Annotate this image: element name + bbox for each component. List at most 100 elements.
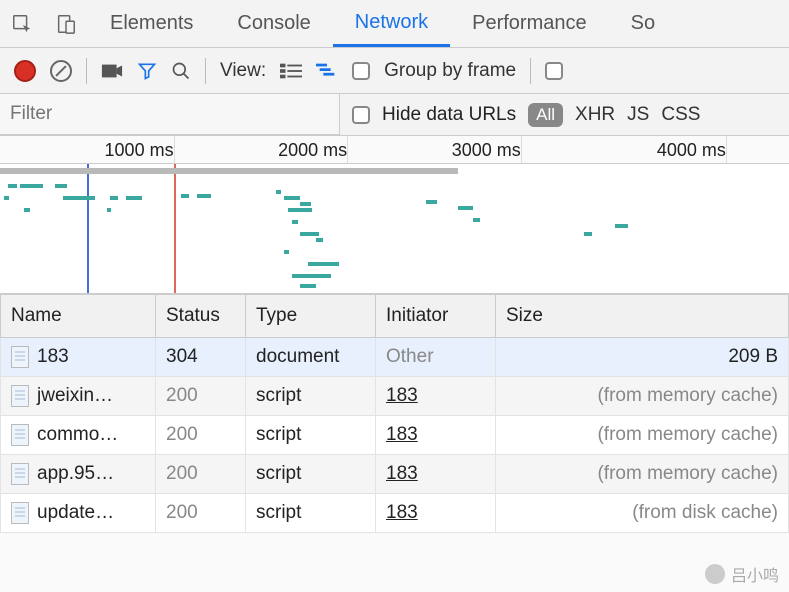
ruler-tick: 2000 ms (278, 140, 347, 161)
overview-segment (300, 284, 316, 288)
cell-status: 200 (156, 416, 246, 455)
tab-elements[interactable]: Elements (88, 0, 215, 47)
ruler-tick: 1000 ms (105, 140, 174, 161)
divider (530, 58, 531, 84)
watermark: 吕小鸣 (705, 562, 779, 586)
overview-segment (284, 250, 289, 254)
tab-sources[interactable]: So (609, 0, 677, 47)
column-header[interactable]: Initiator (376, 295, 496, 338)
waterfall-view-icon[interactable] (316, 63, 338, 79)
cell-size: (from memory cache) (496, 455, 789, 494)
tab-console[interactable]: Console (215, 0, 332, 47)
cell-status: 200 (156, 494, 246, 533)
hide-data-urls-checkbox[interactable] (352, 106, 370, 124)
overview-segment (316, 238, 324, 242)
filter-type-css[interactable]: CSS (661, 104, 700, 126)
overview-segment (107, 208, 112, 212)
overview-segment (197, 194, 211, 198)
tab-performance[interactable]: Performance (450, 0, 609, 47)
table-row[interactable]: jweixin…200script 183 (from memory cache) (1, 377, 789, 416)
cell-type: script (246, 494, 376, 533)
cell-name: commo… (1, 416, 156, 455)
cell-type: document (246, 338, 376, 377)
file-icon (11, 463, 29, 485)
record-button[interactable] (14, 60, 36, 82)
cell-initiator: Other (376, 338, 496, 377)
table-row[interactable]: 183304documentOther209 B (1, 338, 789, 377)
watermark-icon (705, 564, 725, 584)
overview-segment (300, 232, 319, 236)
cell-status: 200 (156, 455, 246, 494)
network-overview[interactable] (0, 164, 789, 294)
overview-segment (615, 224, 628, 228)
filter-type-js[interactable]: JS (627, 104, 649, 126)
cell-name: jweixin… (1, 377, 156, 416)
overview-marker (87, 164, 89, 293)
overview-segment (110, 196, 118, 200)
ruler-tick: 4000 ms (657, 140, 726, 161)
hide-data-urls-label: Hide data URLs (382, 104, 516, 126)
watermark-text: 吕小鸣 (731, 562, 779, 586)
filter-icon[interactable] (137, 61, 157, 81)
overview-segment (308, 262, 340, 266)
table-row[interactable]: commo…200script183(from memory cache) (1, 416, 789, 455)
cell-size: (from memory cache) (496, 377, 789, 416)
filter-all-pill[interactable]: All (528, 103, 563, 127)
overview-segment (300, 202, 311, 206)
cell-status: 200 (156, 377, 246, 416)
cell-size: 209 B (496, 338, 789, 377)
requests-table: NameStatusTypeInitiatorSize 183304docume… (0, 294, 789, 533)
cell-type: script (246, 455, 376, 494)
initiator-link[interactable]: 183 (386, 463, 418, 484)
overview-range (0, 168, 458, 174)
table-row[interactable]: update…200script183(from disk cache) (1, 494, 789, 533)
overview-segment (126, 196, 142, 200)
list-view-icon[interactable] (280, 63, 302, 79)
overview-segment (8, 184, 17, 188)
overview-marker (174, 164, 176, 293)
screenshot-icon[interactable] (101, 63, 123, 79)
file-icon (11, 385, 29, 407)
divider (86, 58, 87, 84)
view-label: View: (220, 60, 266, 82)
file-icon (11, 424, 29, 446)
group-by-frame-checkbox[interactable] (352, 62, 370, 80)
overview-segment (63, 196, 95, 200)
tab-network[interactable]: Network (333, 0, 450, 47)
filter-type-xhr[interactable]: XHR (575, 104, 615, 126)
cell-type: script (246, 377, 376, 416)
cell-initiator: 183 (376, 494, 496, 533)
file-icon (11, 346, 29, 368)
overview-segment (4, 196, 9, 200)
column-header[interactable]: Name (1, 295, 156, 338)
timeline-ruler[interactable]: 1000 ms2000 ms3000 ms4000 ms (0, 136, 789, 164)
overview-segment (292, 220, 298, 224)
divider (205, 58, 206, 84)
overview-segment (24, 208, 30, 212)
initiator-link[interactable]: 183 (386, 502, 418, 523)
initiator-link[interactable]: 183 (386, 385, 418, 406)
clear-button[interactable] (50, 60, 72, 82)
checkbox[interactable] (545, 62, 563, 80)
table-row[interactable]: app.95…200script 183 (from memory cache) (1, 455, 789, 494)
overview-segment (55, 184, 67, 188)
cell-initiator: 183 (376, 416, 496, 455)
overview-segment (292, 274, 331, 278)
cell-status: 304 (156, 338, 246, 377)
inspect-element-icon[interactable] (0, 13, 44, 35)
column-header[interactable]: Status (156, 295, 246, 338)
initiator-link[interactable]: 183 (386, 424, 418, 445)
column-header[interactable]: Size (496, 295, 789, 338)
filter-bar: Hide data URLs All XHR JS CSS (0, 94, 789, 136)
column-header[interactable]: Type (246, 295, 376, 338)
cell-type: script (246, 416, 376, 455)
filter-input[interactable] (0, 94, 340, 135)
file-icon (11, 502, 29, 524)
search-icon[interactable] (171, 61, 191, 81)
cell-name: app.95… (1, 455, 156, 494)
cell-name: update… (1, 494, 156, 533)
overview-segment (473, 218, 479, 222)
overview-segment (288, 208, 312, 212)
overview-segment (584, 232, 592, 236)
toggle-device-icon[interactable] (44, 13, 88, 35)
